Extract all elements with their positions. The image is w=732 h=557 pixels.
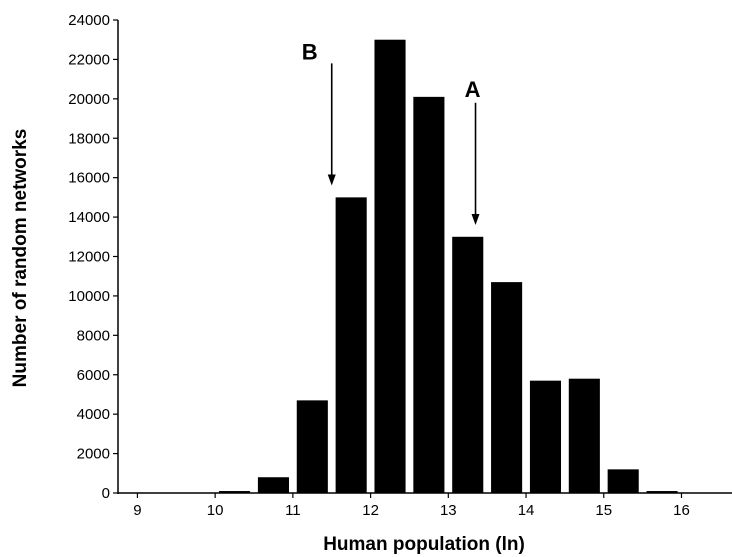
x-tick-label: 16: [673, 502, 690, 519]
bar: [491, 282, 523, 493]
x-tick-label: 14: [518, 502, 535, 519]
bar: [646, 491, 678, 493]
x-tick-label: 11: [285, 502, 301, 519]
bar: [452, 236, 484, 493]
bar: [374, 39, 406, 493]
bar: [607, 469, 639, 493]
bar: [568, 378, 600, 493]
bar: [219, 491, 251, 493]
y-tick-label: 22000: [68, 51, 110, 68]
annotation-label: A: [465, 77, 481, 102]
y-tick-label: 16000: [68, 170, 110, 187]
y-axis-title: Number of random networks: [10, 129, 31, 388]
y-tick-label: 24000: [68, 12, 110, 29]
y-tick-label: 8000: [77, 327, 110, 344]
bar: [529, 380, 562, 493]
bar: [257, 477, 289, 493]
y-tick-label: 0: [102, 485, 110, 502]
x-tick-label: 15: [595, 502, 612, 519]
y-tick-label: 18000: [68, 130, 110, 147]
y-tick-label: 10000: [68, 288, 110, 305]
bars-layer: [219, 39, 678, 494]
y-tick-label: 6000: [77, 367, 110, 384]
y-tick-label: 2000: [77, 446, 110, 463]
annotation-arrow-head: [471, 213, 480, 225]
annotation-label: B: [302, 39, 318, 64]
ticks-layer: 0 2000 4000 6000 8000 10000 12000 14000 16000 180…: [68, 12, 690, 519]
bar: [335, 197, 367, 493]
y-tick-label: 14000: [68, 209, 110, 226]
bar: [413, 96, 445, 494]
annotation-arrow-head: [327, 174, 336, 186]
bar: [296, 400, 328, 493]
x-tick-label: 12: [362, 502, 379, 519]
y-tick-label: 12000: [68, 249, 110, 266]
y-tick-label: 20000: [68, 91, 110, 108]
x-tick-label: 10: [207, 502, 224, 519]
x-tick-label: 9: [133, 502, 141, 519]
x-tick-label: 13: [440, 502, 457, 519]
x-axis-title: Human population (ln): [323, 534, 525, 555]
annotations-layer: BA: [302, 39, 481, 225]
y-tick-label: 4000: [77, 406, 110, 423]
